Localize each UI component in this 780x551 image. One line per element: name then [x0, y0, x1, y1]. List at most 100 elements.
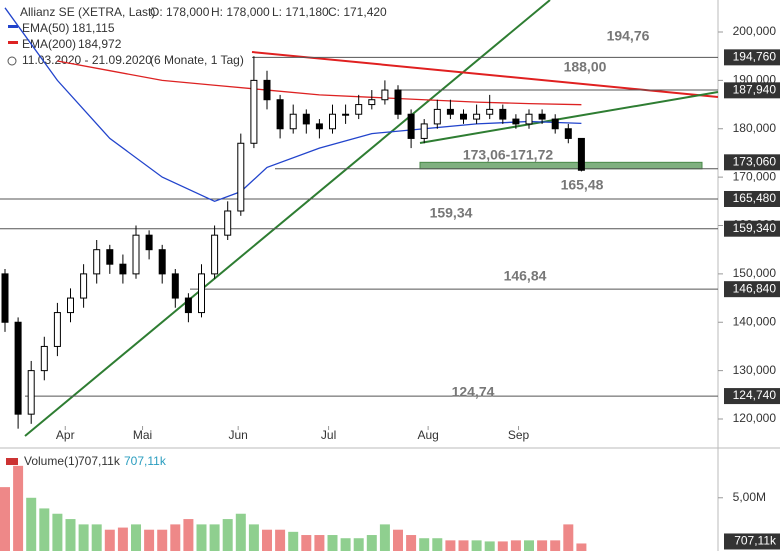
ohlc-open: O: 178,000: [150, 5, 210, 19]
volume-bar: [52, 513, 63, 551]
volume-bar: [0, 487, 10, 551]
candle-body: [381, 89, 389, 101]
x-tick-label: Mai: [133, 428, 152, 442]
volume-bar: [510, 540, 521, 551]
volume-bar: [301, 535, 312, 551]
candle-body: [80, 273, 88, 299]
volume-bar: [262, 529, 272, 551]
candle-body: [473, 113, 481, 120]
candle-body: [158, 249, 166, 275]
axis-marker-label: 146,840: [733, 281, 777, 295]
candle-body: [302, 113, 310, 125]
volume-bar: [104, 529, 115, 551]
legend-ema200: EMA(200): [22, 37, 76, 51]
volume-bar: [353, 538, 364, 551]
candle-body: [394, 89, 402, 115]
level-label: 124,74: [452, 384, 495, 400]
volume-bar: [458, 540, 469, 551]
volume-bar: [419, 538, 430, 551]
volume-bar: [131, 524, 141, 551]
period: 11.03.2020 - 21.09.2020: [22, 53, 152, 67]
level-label: 194,76: [607, 28, 650, 44]
candle-body: [224, 210, 232, 236]
volume-bar: [563, 524, 574, 551]
x-tick-label: Apr: [56, 428, 75, 442]
volume-bar: [524, 540, 534, 551]
volume-bar: [222, 519, 233, 551]
y-tick-label: 130,000: [733, 363, 777, 377]
volume-bar: [445, 540, 456, 551]
volume-tick-label: 5,00M: [733, 490, 766, 504]
axis-marker: [724, 220, 780, 237]
candle-body: [368, 99, 376, 106]
candle-body: [525, 113, 533, 125]
candle-body: [1, 273, 9, 323]
candle-body: [263, 79, 271, 101]
legend-swatch: [8, 41, 18, 44]
candle-body: [289, 113, 297, 130]
legend-ema200-value: 184,972: [78, 37, 122, 51]
y-tick-label: 170,000: [733, 169, 777, 183]
axis-marker-label: 159,340: [733, 221, 777, 235]
candle-body: [355, 104, 363, 115]
legend-ema50: EMA(50): [22, 21, 69, 35]
candle-body: [93, 249, 101, 275]
candle-body: [486, 108, 494, 115]
volume-bar: [366, 535, 377, 551]
axis-marker: [724, 281, 780, 298]
volume-bar: [39, 508, 50, 551]
y-tick-label: 140,000: [733, 314, 777, 328]
volume-bar: [327, 535, 338, 551]
candle-body: [27, 370, 35, 415]
ohlc-high: H: 178,000: [211, 5, 270, 19]
x-tick-label: Jul: [321, 428, 336, 442]
volume-bar: [248, 524, 259, 551]
volume-bar: [196, 524, 207, 551]
volume-bar: [78, 524, 89, 551]
volume-name: Volume(1): [24, 454, 79, 468]
candle-body: [250, 79, 258, 144]
candle-body: [512, 118, 520, 125]
trend-line: [251, 51, 719, 98]
level-label: 159,34: [430, 205, 473, 221]
ema200-line: [57, 60, 582, 106]
volume-icon: [6, 458, 18, 465]
volume-bar: [275, 529, 286, 551]
candle-body: [132, 234, 140, 275]
candle-body: [184, 297, 192, 314]
volume-bar: [340, 538, 351, 551]
x-tick-label: Sep: [508, 428, 530, 442]
candle-body: [342, 113, 350, 116]
volume-bar: [550, 540, 561, 551]
volume-bar: [471, 540, 482, 551]
candle-body: [499, 108, 507, 120]
volume-bar: [432, 538, 443, 551]
axis-marker-label: 187,940: [733, 83, 777, 97]
volume-bar: [379, 524, 390, 551]
volume-value: 707,11k: [78, 454, 121, 468]
candle-body: [446, 108, 454, 115]
volume-bar: [314, 535, 325, 551]
volume-marker: [724, 533, 780, 550]
candle-body: [198, 273, 205, 314]
trend-line: [419, 91, 719, 144]
x-tick-label: Jun: [229, 428, 248, 442]
legend-swatch: [8, 25, 18, 28]
ohlc-low: L: 171,180: [272, 5, 329, 19]
level-label: 188,00: [564, 59, 607, 75]
volume-bar: [26, 497, 37, 551]
candle-body: [329, 113, 336, 130]
level-label: 146,84: [504, 268, 547, 284]
axis-marker-label: 194,760: [733, 50, 777, 64]
candle-body: [119, 263, 127, 275]
axis-marker: [724, 154, 780, 171]
candle-body: [171, 273, 179, 299]
zone-label: 173,06-171,72: [463, 147, 554, 163]
volume-bar: [497, 541, 508, 551]
candle-body: [433, 108, 441, 125]
candle-body: [538, 113, 546, 120]
title: Allianz SE (XETRA, Last): [20, 5, 155, 19]
axis-marker: [724, 49, 780, 66]
axis-marker: [724, 388, 780, 405]
